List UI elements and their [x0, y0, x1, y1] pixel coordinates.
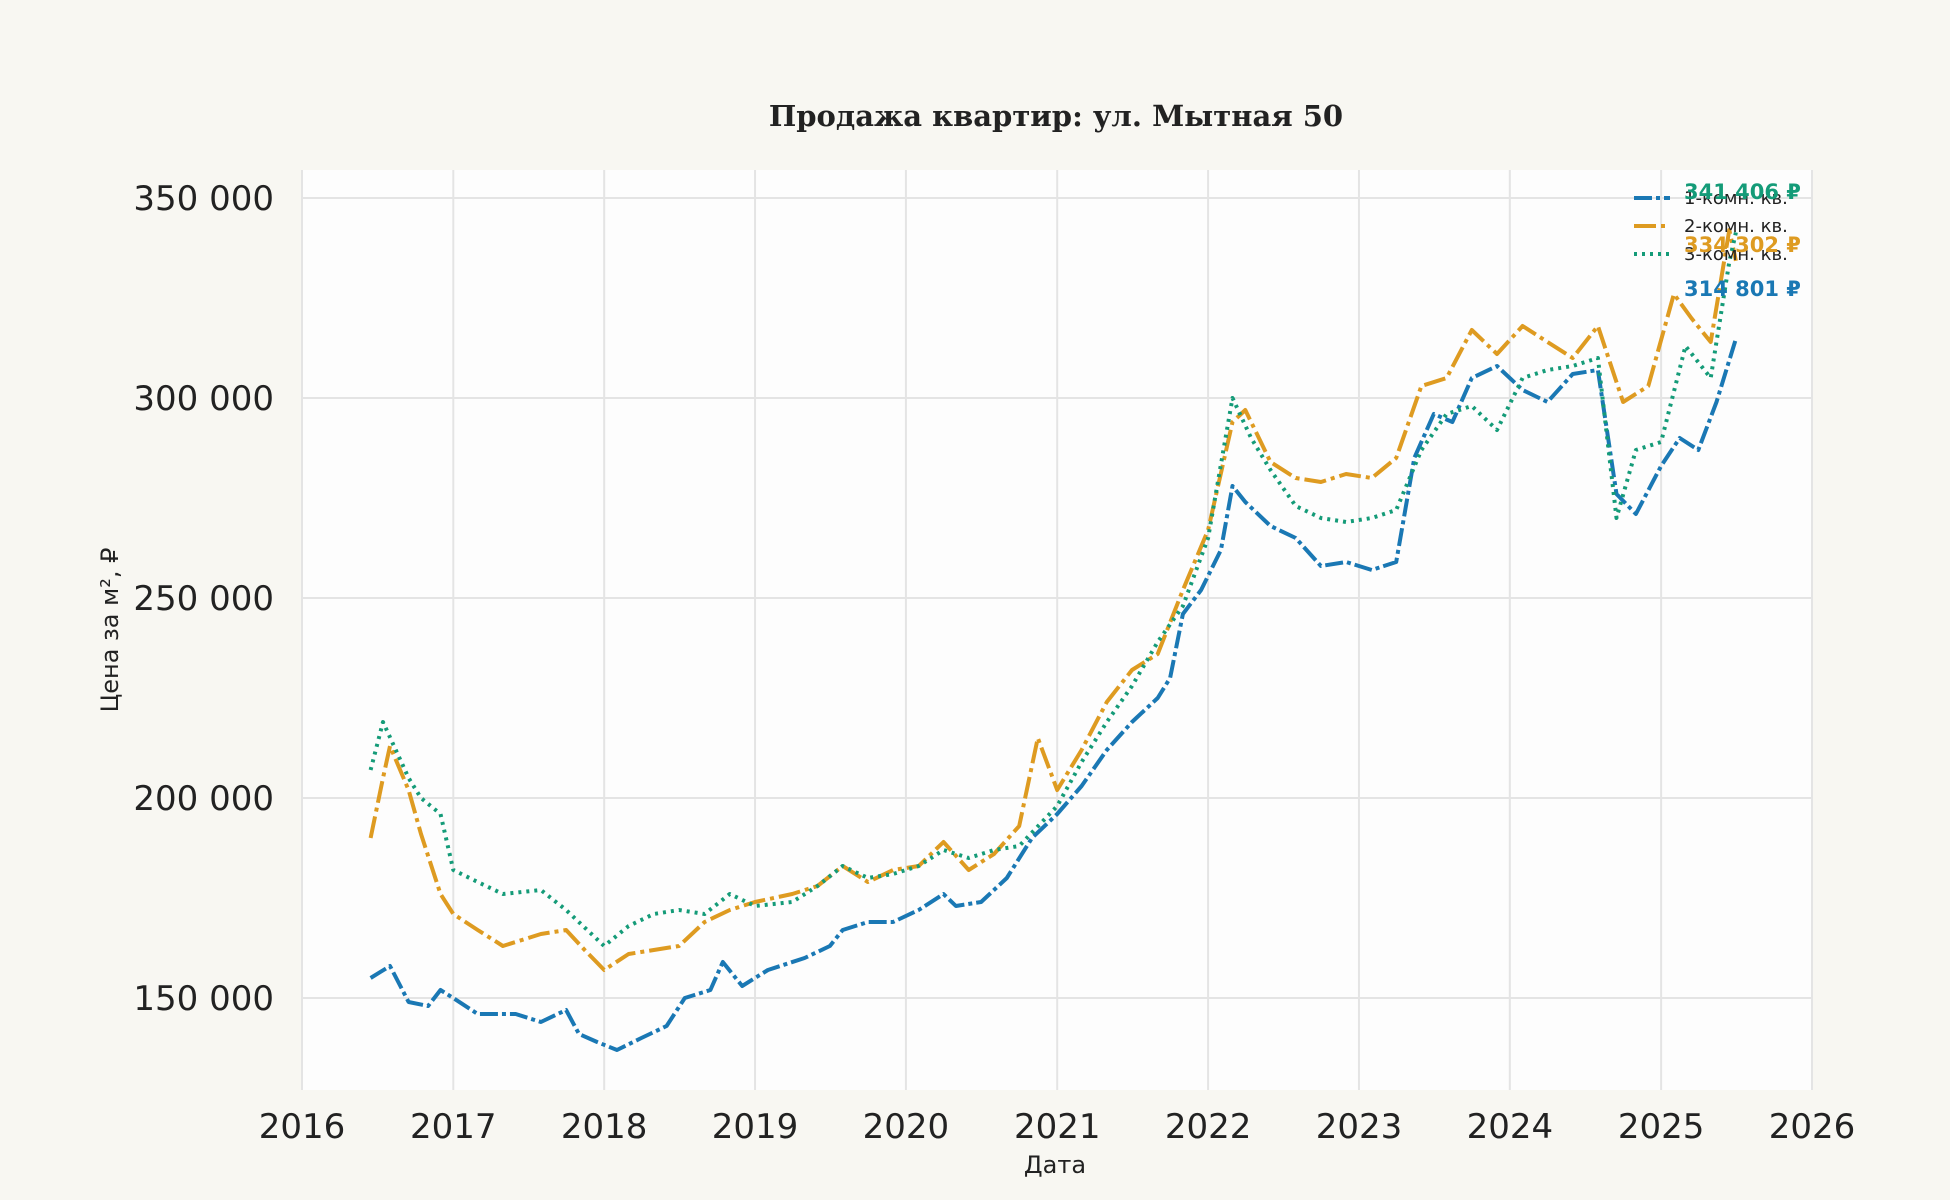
y-tick-label: 300 000 [133, 379, 274, 419]
x-tick-label: 2026 [1769, 1107, 1856, 1147]
y-tick-label: 150 000 [133, 979, 274, 1019]
grid [301, 170, 1813, 1090]
end-value-label: 334 302 ₽ [1684, 233, 1801, 257]
series-group [368, 228, 1738, 1052]
tick-labels: 2016 2017 2018 2019 2020 2021 2022 2023 2024 2025… [133, 179, 1855, 1147]
x-tick-label: 2023 [1316, 1107, 1403, 1147]
x-tick-label: 2021 [1014, 1107, 1101, 1147]
x-tick-label: 2022 [1165, 1107, 1252, 1147]
legend-label: 3-комн. кв. [1684, 244, 1788, 265]
x-axis-title: Дата [1024, 1151, 1086, 1179]
x-tick-label: 2018 [561, 1107, 648, 1147]
x-tick-label: 2020 [863, 1107, 950, 1147]
end-value-label: 341 406 ₽ [1684, 180, 1801, 204]
y-tick-label: 200 000 [133, 779, 274, 819]
series-line-1 [369, 338, 1738, 1052]
y-axis-title: Цена за м², ₽ [96, 548, 124, 713]
chart-title: Продажа квартир: ул. Мытная 50 [769, 99, 1343, 133]
x-tick-label: 2019 [712, 1107, 799, 1147]
series-line-2 [368, 228, 1738, 972]
x-tick-label: 2024 [1467, 1107, 1554, 1147]
series-line-3 [368, 231, 1738, 948]
legend-label: 1-комн. кв. [1684, 188, 1788, 209]
x-tick-label: 2017 [410, 1107, 497, 1147]
x-tick-label: 2025 [1618, 1107, 1705, 1147]
x-tick-label: 2016 [259, 1107, 346, 1147]
y-tick-label: 350 000 [133, 179, 274, 219]
y-tick-label: 250 000 [133, 579, 274, 619]
end-value-label: 314 801 ₽ [1684, 277, 1801, 301]
legend-label: 2-комн. кв. [1684, 216, 1788, 237]
legend: 1-комн. кв. 2-комн. кв. 3-комн. кв. [1634, 188, 1788, 265]
end-labels: 314 801 ₽ 334 302 ₽ 341 406 ₽ [1684, 180, 1801, 301]
